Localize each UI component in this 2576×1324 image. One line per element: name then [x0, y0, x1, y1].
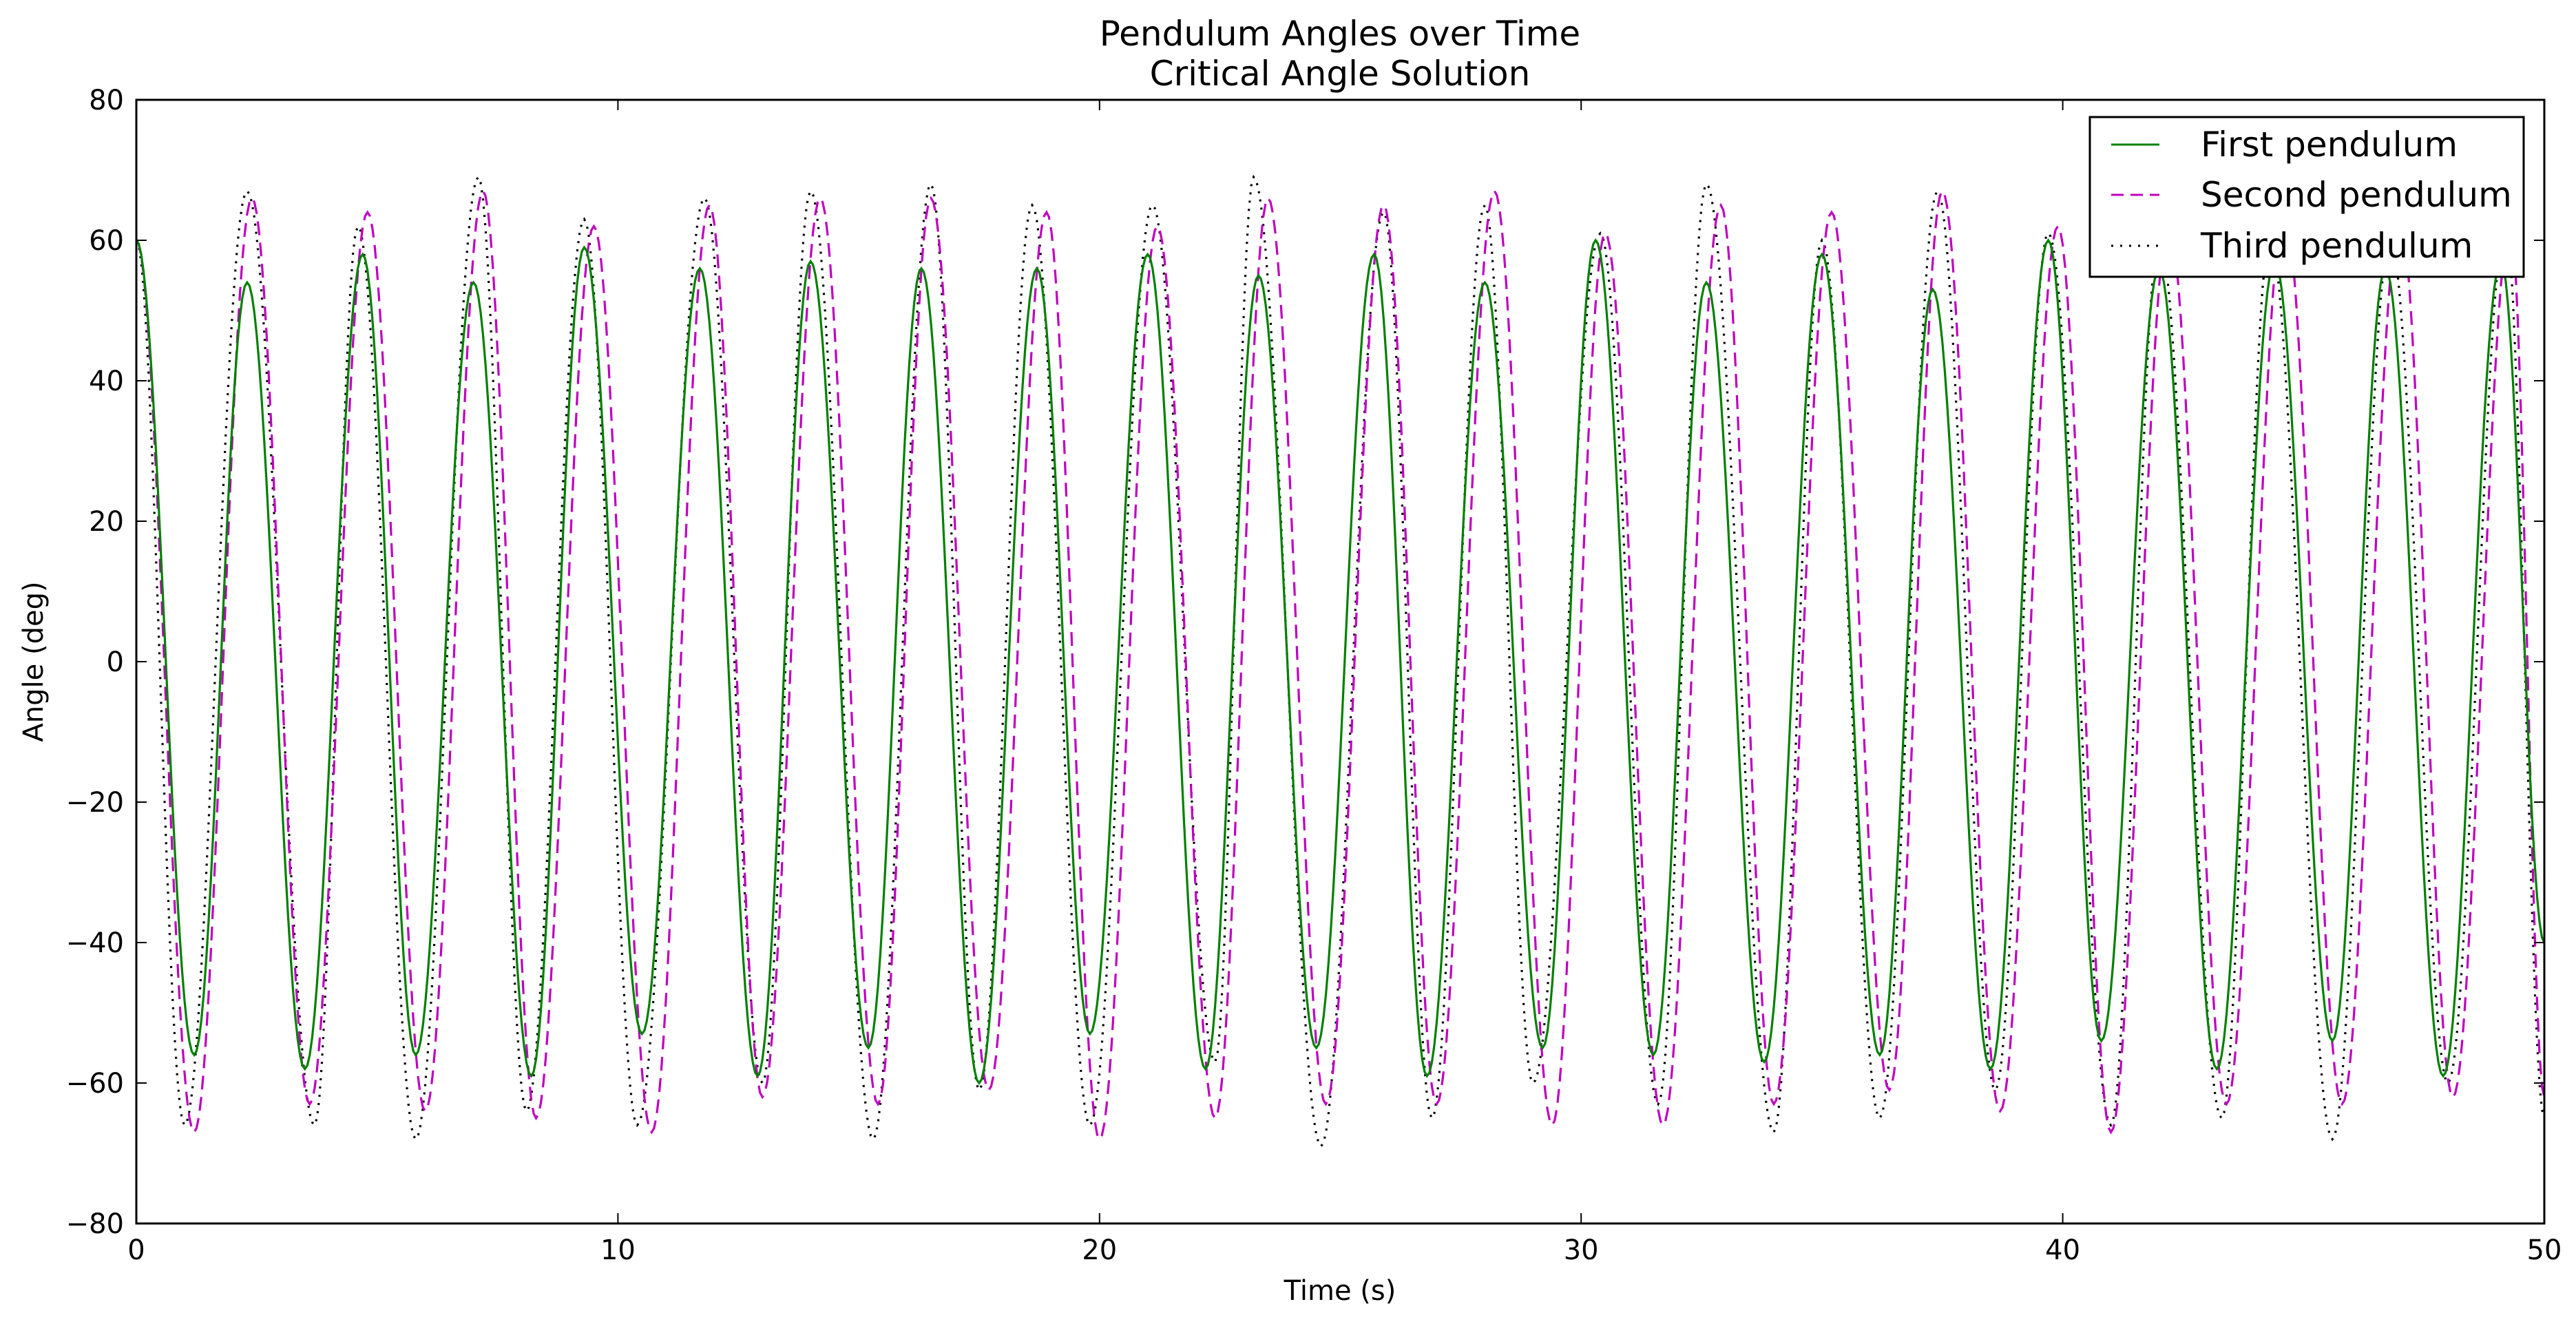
y-axis-label: Angle (deg): [18, 581, 50, 742]
legend-label-first: First pendulum: [2201, 125, 2458, 165]
series-line-second: [136, 189, 2544, 1142]
y-tick-label: 60: [89, 225, 124, 257]
ticks-layer: 0 10 20 30 40 50 −80 −60 −40 −20 0 20 40 60 80: [66, 85, 2562, 1266]
x-tick-label: 50: [2527, 1234, 2562, 1266]
legend-label-second: Second pendulum: [2201, 175, 2512, 215]
chart-title: Pendulum Angles over Time: [1100, 14, 1580, 54]
x-tick-label: 20: [1082, 1234, 1117, 1266]
x-axis-label: Time (s): [1284, 1275, 1396, 1307]
x-tick-label: 30: [1564, 1234, 1599, 1266]
series-layer: [136, 174, 2544, 1148]
legend: First pendulum Second pendulum Third pen…: [2088, 116, 2525, 278]
y-tick-label: −80: [66, 1208, 124, 1240]
y-tick-label: −40: [66, 927, 124, 959]
y-tick-label: −20: [66, 787, 124, 819]
x-tick-label: 10: [600, 1234, 636, 1266]
y-tick-label: 0: [107, 647, 124, 678]
legend-box: [2088, 116, 2525, 278]
y-tick-label: 40: [89, 366, 124, 397]
x-tick-label: 0: [127, 1234, 145, 1266]
series-line-first: [136, 238, 2544, 1085]
x-tick-label: 40: [2045, 1234, 2080, 1266]
chart-subtitle: Critical Angle Solution: [1150, 54, 1531, 94]
y-tick-label: 20: [89, 506, 124, 538]
y-tick-label: −60: [66, 1068, 124, 1100]
y-tick-label: 80: [89, 85, 124, 116]
legend-label-third: Third pendulum: [2200, 226, 2473, 266]
